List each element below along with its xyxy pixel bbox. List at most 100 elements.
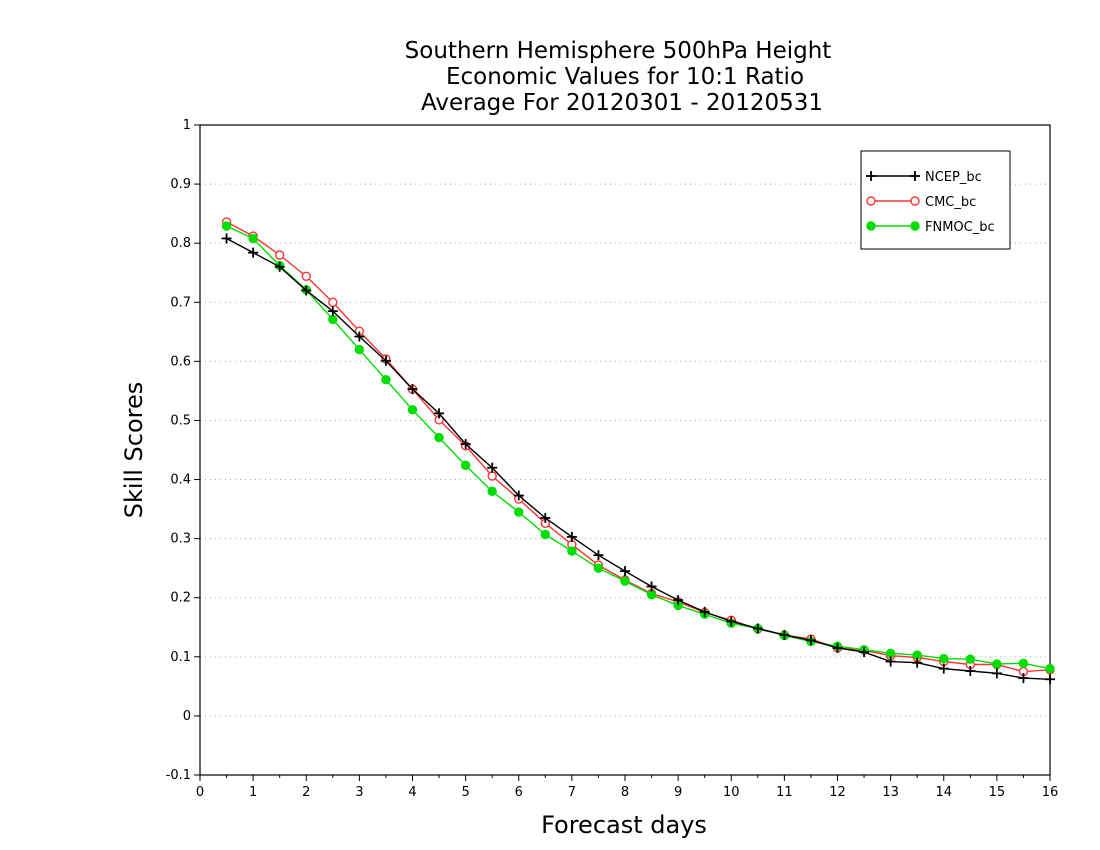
data-point-ncep-bc xyxy=(248,247,259,258)
data-point-cmc-bc xyxy=(274,250,285,260)
grid xyxy=(200,183,1050,717)
legend-marker-fnmoc-bc xyxy=(910,221,920,231)
data-point-ncep-bc xyxy=(327,306,338,317)
data-point-ncep-bc xyxy=(620,566,630,577)
legend: NCEP_bc CMC_bc FNMOC_bc xyxy=(860,150,1011,250)
data-point-ncep-bc xyxy=(1018,673,1029,684)
legend-marker-ncep-bc xyxy=(866,171,876,181)
data-point-fnmoc-bc xyxy=(248,233,258,244)
data-point-fnmoc-bc xyxy=(221,221,232,231)
series xyxy=(221,217,1055,685)
x-tick-label: 6 xyxy=(515,785,523,800)
y-tick-label: 0.1 xyxy=(170,650,191,665)
y-axis-label: Skill Scores xyxy=(120,382,148,519)
legend-item-ncep-bc: NCEP_bc xyxy=(866,170,982,185)
legend-box xyxy=(860,150,1011,250)
y-tick-label: 0.8 xyxy=(170,236,191,251)
data-point-fnmoc-bc xyxy=(939,653,949,664)
x-tick-label: 7 xyxy=(568,785,576,800)
series-cmc-bc xyxy=(221,217,1055,677)
data-point-fnmoc-bc xyxy=(407,405,418,415)
data-point-fnmoc-bc xyxy=(540,529,551,540)
data-point-ncep-bc xyxy=(354,331,365,342)
data-point-fnmoc-bc xyxy=(460,460,471,471)
data-point-ncep-bc xyxy=(912,657,923,668)
data-point-cmc-bc xyxy=(487,471,497,481)
y-tick-label: 1 xyxy=(183,118,191,133)
data-point-ncep-bc xyxy=(593,550,604,561)
data-point-fnmoc-bc xyxy=(514,507,524,517)
data-point-ncep-bc xyxy=(991,668,1002,679)
legend-item-cmc-bc: CMC_bc xyxy=(866,195,976,210)
data-point-ncep-bc xyxy=(540,512,551,523)
y-tick-label: 0.6 xyxy=(170,354,191,369)
x-tick-label: 10 xyxy=(723,785,740,800)
y-tick-label: 0.7 xyxy=(170,295,191,310)
x-tick-label: 9 xyxy=(674,785,682,800)
y-tick-label: 0.4 xyxy=(170,473,191,488)
data-point-fnmoc-bc xyxy=(593,563,604,573)
y-tick-label: 0.5 xyxy=(170,413,191,428)
axes: -0.100.10.20.30.40.50.60.70.80.910 1 2 3 4 5 6… xyxy=(166,118,1059,800)
x-tick-label: 16 xyxy=(1042,785,1059,800)
data-point-ncep-bc xyxy=(646,581,657,592)
data-point-ncep-bc xyxy=(699,606,710,617)
legend-item-fnmoc-bc: FNMOC_bc xyxy=(866,220,995,235)
y-tick-label: 0.3 xyxy=(170,532,191,547)
x-tick-label: 3 xyxy=(355,785,363,800)
data-point-ncep-bc xyxy=(380,355,391,366)
chart-title-line-3: Average For 20120301 - 20120531 xyxy=(421,90,823,116)
chart-title-line-2: Economic Values for 10:1 Ratio xyxy=(446,64,804,90)
data-point-ncep-bc xyxy=(673,595,684,606)
data-point-cmc-bc xyxy=(301,271,311,281)
x-tick-label: 13 xyxy=(882,785,899,800)
series-line-cmc-bc xyxy=(226,221,1051,673)
series-ncep-bc xyxy=(221,233,1055,685)
x-tick-label: 4 xyxy=(408,785,416,800)
data-point-fnmoc-bc xyxy=(620,576,630,586)
legend-label-fnmoc-bc: FNMOC_bc xyxy=(925,220,995,235)
data-point-ncep-bc xyxy=(487,462,498,473)
legend-marker-cmc-bc xyxy=(866,196,876,206)
data-point-ncep-bc xyxy=(832,642,843,653)
data-point-fnmoc-bc xyxy=(487,486,497,497)
data-point-ncep-bc xyxy=(434,408,445,419)
x-tick-label: 11 xyxy=(776,785,793,800)
legend-marker-ncep-bc xyxy=(910,171,920,181)
data-point-cmc-bc xyxy=(328,297,338,307)
y-tick-label: 0.2 xyxy=(170,591,191,606)
data-point-ncep-bc xyxy=(885,656,896,667)
x-tick-label: 14 xyxy=(935,785,952,800)
data-point-fnmoc-bc xyxy=(354,344,365,355)
y-tick-label: 0.9 xyxy=(170,177,191,192)
data-point-ncep-bc xyxy=(965,666,976,676)
data-point-ncep-bc xyxy=(779,629,790,640)
legend-label-ncep-bc: NCEP_bc xyxy=(925,170,982,185)
x-tick-label: 2 xyxy=(302,785,310,800)
series-fnmoc-bc xyxy=(221,221,1055,674)
data-point-ncep-bc xyxy=(805,635,816,646)
data-point-ncep-bc xyxy=(726,616,737,627)
data-point-fnmoc-bc xyxy=(965,654,976,664)
data-point-fnmoc-bc xyxy=(1045,663,1055,674)
legend-marker-cmc-bc xyxy=(910,196,920,206)
x-tick-label: 12 xyxy=(829,785,846,800)
x-axis-label: Forecast days xyxy=(541,811,707,839)
series-line-fnmoc-bc xyxy=(226,225,1051,670)
data-point-fnmoc-bc xyxy=(567,546,577,556)
legend-marker-fnmoc-bc xyxy=(866,221,876,231)
x-tick-label: 1 xyxy=(249,785,257,800)
data-point-ncep-bc xyxy=(460,439,471,450)
data-point-ncep-bc xyxy=(301,285,312,296)
data-point-ncep-bc xyxy=(221,233,232,244)
x-tick-label: 0 xyxy=(196,785,204,800)
data-point-ncep-bc xyxy=(1045,674,1055,685)
data-point-fnmoc-bc xyxy=(381,374,391,385)
data-point-ncep-bc xyxy=(566,531,577,542)
data-point-fnmoc-bc xyxy=(434,432,444,443)
series-line-ncep-bc xyxy=(226,237,1051,680)
data-point-ncep-bc xyxy=(859,647,870,658)
data-point-ncep-bc xyxy=(513,490,524,501)
y-tick-label: 0 xyxy=(183,709,191,724)
